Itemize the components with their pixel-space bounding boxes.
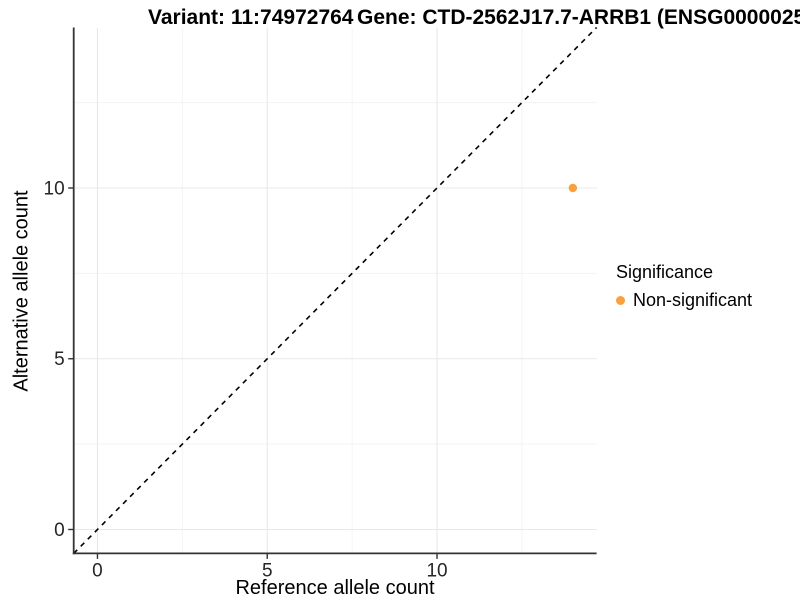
- x-tick-label: 10: [426, 560, 447, 581]
- y-tick-label: 5: [54, 349, 65, 370]
- variant-title: Variant: 11:74972764: [148, 6, 354, 29]
- x-tick-label: 5: [262, 560, 273, 581]
- legend-item-label: Non-significant: [633, 290, 753, 310]
- legend: Significance Non-significant: [616, 262, 752, 311]
- y-tick-label: 0: [54, 520, 65, 541]
- x-axis-title: Reference allele count: [235, 577, 435, 599]
- y-axis-title: Alternative allele count: [10, 190, 33, 392]
- x-tick-label: 0: [92, 560, 103, 581]
- identity-line: [73, 26, 598, 554]
- data-point: [568, 183, 578, 193]
- y-tick-label: 10: [44, 179, 65, 200]
- legend-item-non-significant: Non-significant: [616, 290, 752, 311]
- gene-title: Gene: CTD-2562J17.7-ARRB1 (ENSG000002544: [357, 6, 800, 29]
- legend-title: Significance: [616, 262, 714, 282]
- legend-swatch-icon: [616, 296, 625, 305]
